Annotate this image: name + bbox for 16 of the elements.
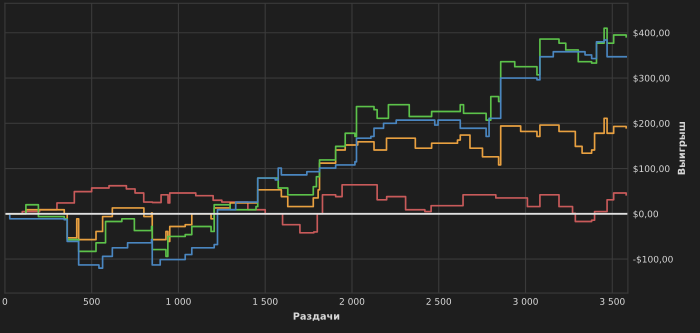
y-tick-label: $200,00 <box>634 120 670 128</box>
x-tick-label: 3 000 <box>513 298 538 305</box>
y-axis-title: Выигрыш <box>678 122 687 174</box>
y-tick-label: $300,00 <box>634 74 670 83</box>
x-tick-label: 2 500 <box>426 298 452 305</box>
x-axis-title: Раздачи <box>294 312 340 321</box>
x-tick-label: 3 500 <box>600 298 625 305</box>
y-tick-label: $100,00 <box>634 165 670 174</box>
y-tick-label: $0,00 <box>634 210 658 219</box>
x-tick-label: 1 000 <box>166 298 191 305</box>
y-tick-label: -$100,00 <box>633 256 673 264</box>
x-tick-label: 500 <box>84 298 100 305</box>
x-tick-label: 0 <box>2 298 8 305</box>
x-tick-label: 1 500 <box>253 298 278 305</box>
x-tick-label: 2 000 <box>340 298 364 305</box>
y-tick-label: $400,00 <box>634 29 670 38</box>
